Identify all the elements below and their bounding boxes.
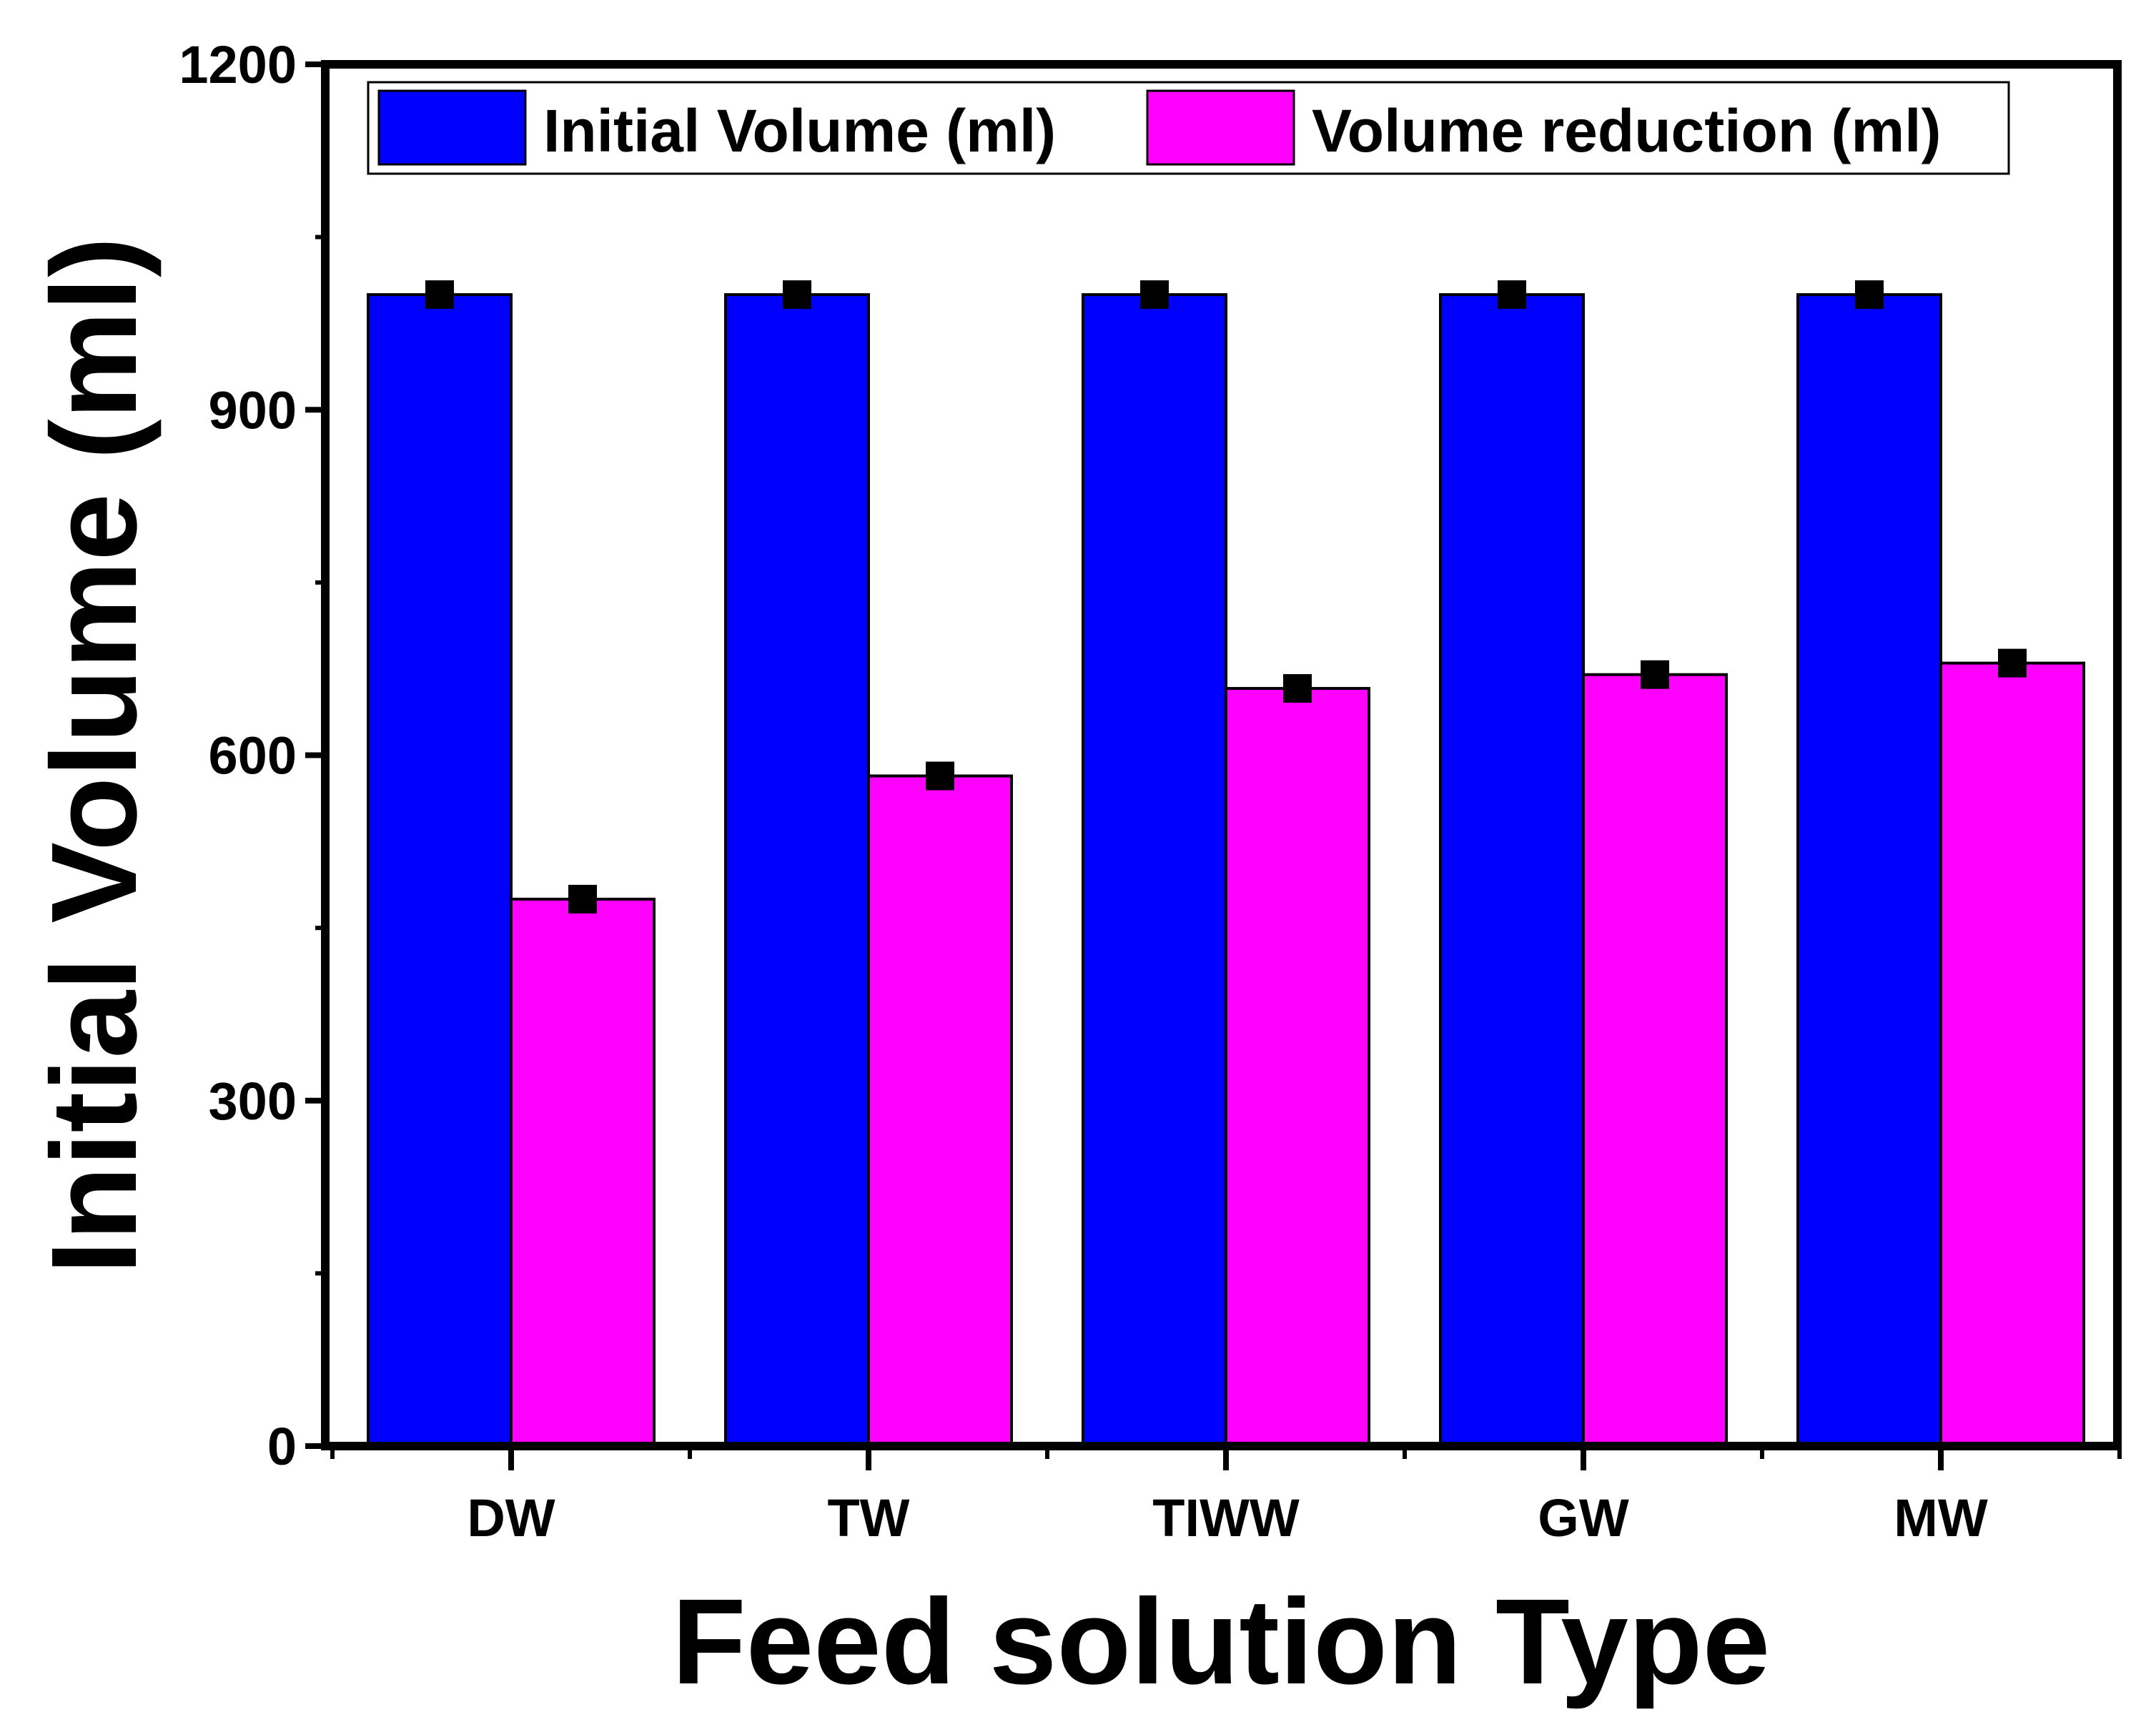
y-tick-label-300: 300 [209, 1072, 297, 1131]
bar-tw-volume-reduction-ml [867, 774, 1013, 1448]
error-marker-tw-initial-volume-ml [783, 280, 811, 310]
legend-swatch-initial-volume [377, 89, 527, 166]
y-tick-label-900: 900 [209, 380, 297, 440]
legend-label-initial-volume: Initial Volume (ml) [543, 97, 1056, 164]
bar-mw-volume-reduction-ml [1939, 661, 2085, 1448]
bar-tiww-volume-reduction-ml [1225, 687, 1370, 1448]
y-tick-label-0: 0 [267, 1417, 297, 1476]
x-axis-title: Feed solution Type [672, 1574, 1770, 1710]
error-marker-tiww-initial-volume-ml [1140, 280, 1169, 310]
axes-layer: 0 300 600 900 1200 DW TW TIWW GW MW [179, 35, 2122, 1548]
error-marker-gw-initial-volume-ml [1498, 280, 1526, 310]
bars-layer [367, 280, 2085, 1448]
y-axis-title: Initial Volume (ml) [26, 237, 162, 1274]
legend-swatch-volume-reduction [1146, 89, 1295, 166]
y-tick-label-1200: 1200 [179, 35, 297, 94]
error-marker-tiww-volume-reduction-ml [1283, 674, 1312, 703]
legend-label-volume-reduction: Volume reduction (ml) [1312, 97, 1941, 164]
error-marker-dw-initial-volume-ml [425, 280, 454, 310]
bar-dw-initial-volume-ml [367, 293, 513, 1448]
x-tick-label-tw: TW [827, 1488, 909, 1548]
y-tick-label-600: 600 [209, 726, 297, 786]
error-marker-tw-volume-reduction-ml [926, 761, 954, 791]
x-tick-label-mw: MW [1894, 1488, 1988, 1548]
error-marker-gw-volume-reduction-ml [1641, 660, 1669, 689]
legend: Initial Volume (ml) Volume reduction (ml… [367, 81, 2010, 175]
x-tick-label-gw: GW [1538, 1488, 1629, 1548]
bar-dw-volume-reduction-ml [510, 897, 656, 1448]
bar-gw-volume-reduction-ml [1582, 673, 1728, 1448]
x-tick-label-dw: DW [467, 1488, 555, 1548]
error-marker-mw-initial-volume-ml [1855, 280, 1884, 310]
x-tick-label-tiww: TIWW [1152, 1488, 1300, 1548]
bar-tw-initial-volume-ml [724, 293, 870, 1448]
bar-mw-initial-volume-ml [1796, 293, 1942, 1448]
error-marker-dw-volume-reduction-ml [568, 884, 597, 914]
bar-gw-initial-volume-ml [1439, 293, 1585, 1448]
error-marker-mw-volume-reduction-ml [1998, 648, 2027, 678]
bar-tiww-initial-volume-ml [1082, 293, 1227, 1448]
